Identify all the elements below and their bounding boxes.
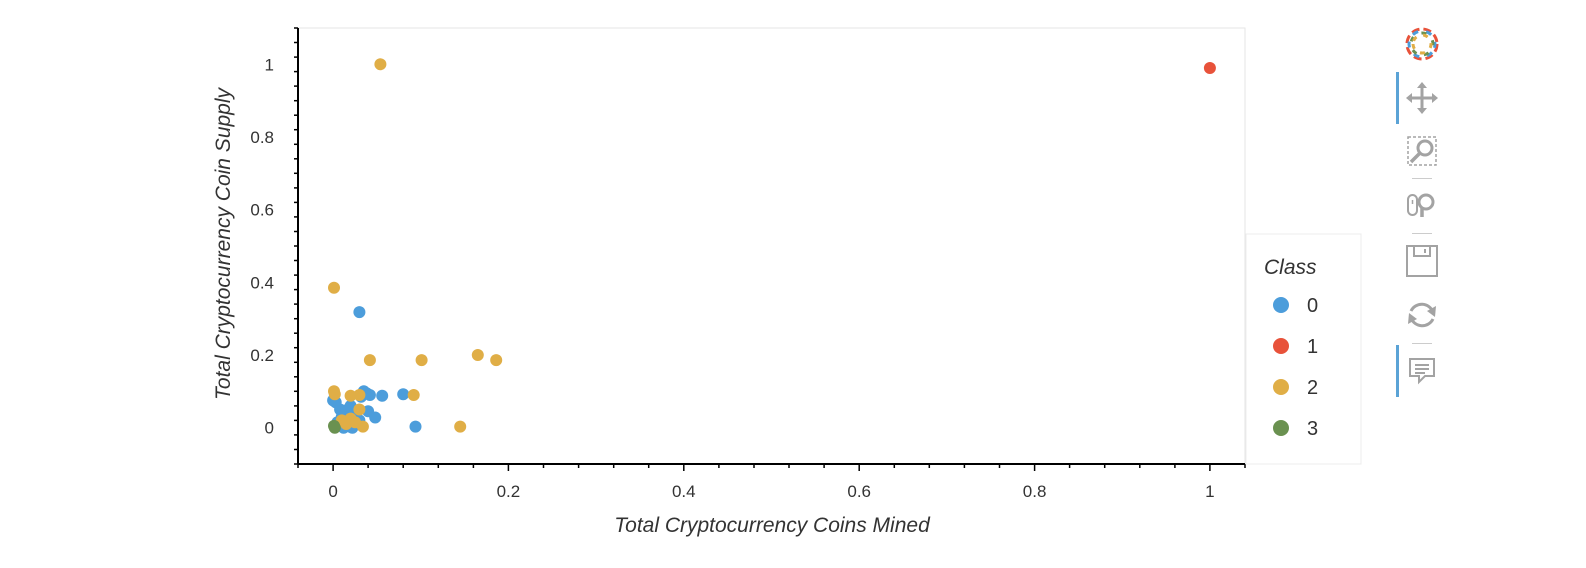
- x-tick-label: 0.4: [672, 482, 696, 501]
- legend-label-class-2: 2: [1307, 377, 1318, 399]
- toolbar: [1396, 26, 1441, 397]
- y-tick-label: 0: [265, 419, 274, 438]
- scatter-point-class-0[interactable]: [363, 389, 376, 401]
- move-arrows-icon: [1406, 82, 1438, 114]
- scatter-point-class-2[interactable]: [328, 388, 341, 401]
- reset-tool-button[interactable]: [1408, 302, 1436, 328]
- scatter-point-class-3[interactable]: [328, 421, 341, 434]
- scatter-point-class-2[interactable]: [353, 389, 366, 401]
- legend-swatch-class-1: [1273, 338, 1289, 354]
- x-tick-label: 0: [328, 482, 337, 501]
- x-tick-label: 0.6: [847, 482, 871, 501]
- y-tick-label: 0.4: [250, 273, 274, 292]
- scatter-point-class-2[interactable]: [344, 389, 357, 402]
- scatter-point-class-2[interactable]: [454, 420, 467, 433]
- scatter-point-class-0[interactable]: [369, 411, 382, 424]
- scatter-point-class-2[interactable]: [407, 389, 420, 401]
- legend: Class 0 1 2 3: [1245, 233, 1362, 465]
- legend-label-class-3: 3: [1307, 418, 1318, 440]
- scatter-point-class-0[interactable]: [409, 420, 422, 433]
- x-tick-label: 0.2: [497, 482, 521, 501]
- scatter-point-class-2[interactable]: [340, 418, 353, 430]
- save-icon: [1406, 245, 1438, 277]
- legend-swatch-class-3: [1273, 420, 1289, 436]
- pan-tool-button[interactable]: [1406, 82, 1438, 114]
- scatter-point-class-2[interactable]: [490, 354, 503, 367]
- wheel-zoom-tool-button[interactable]: [1407, 193, 1435, 217]
- scatter-points: [327, 58, 1216, 434]
- x-axis: 0 0.2 0.4 0.6 0.8 1: [297, 463, 1246, 501]
- scatter-point-class-2[interactable]: [471, 349, 484, 361]
- toolbar-divider: [1412, 233, 1432, 234]
- scatter-point-class-2[interactable]: [353, 403, 366, 416]
- y-tick-label: 1: [265, 55, 274, 74]
- x-axis-label: Total Cryptocurrency Coins Mined: [614, 514, 931, 537]
- toolbar-divider: [1412, 343, 1432, 344]
- y-axis: 0 0.2 0.4 0.6 0.8 1: [250, 27, 299, 465]
- plot-area[interactable]: [297, 27, 1246, 465]
- legend-swatch-class-0: [1273, 297, 1289, 313]
- legend-box: [1245, 233, 1362, 465]
- box-zoom-icon: [1407, 136, 1437, 166]
- wheel-zoom-icon: [1407, 193, 1435, 217]
- y-tick-label: 0.6: [250, 201, 274, 220]
- save-tool-button[interactable]: [1406, 245, 1438, 277]
- legend-label-class-1: 1: [1307, 336, 1318, 358]
- x-tick-label: 0.8: [1023, 482, 1047, 501]
- y-tick-label: 0.8: [250, 128, 274, 147]
- hover-tool-button[interactable]: [1409, 358, 1435, 385]
- scatter-point-class-2[interactable]: [374, 58, 387, 71]
- scatter-point-class-2[interactable]: [363, 354, 376, 367]
- scatter-point-class-0[interactable]: [353, 306, 366, 319]
- reset-icon: [1408, 302, 1436, 328]
- y-tick-label: 0.2: [250, 346, 274, 365]
- legend-swatch-class-2: [1273, 379, 1289, 395]
- hover-active-indicator: [1396, 345, 1399, 397]
- box-zoom-tool-button[interactable]: [1407, 136, 1437, 166]
- hover-comment-icon: [1409, 358, 1435, 385]
- scatter-point-class-1[interactable]: [1203, 62, 1216, 74]
- bokeh-logo-icon[interactable]: [1404, 26, 1441, 63]
- y-axis-label: Total Cryptocurrency Coin Supply: [212, 86, 235, 400]
- x-tick-label: 1: [1205, 482, 1214, 501]
- scatter-point-class-2[interactable]: [328, 281, 340, 294]
- legend-label-class-0: 0: [1307, 295, 1318, 317]
- legend-title: Class: [1264, 256, 1317, 279]
- scatter-point-class-2[interactable]: [415, 354, 428, 367]
- scatter-point-class-0[interactable]: [397, 388, 410, 401]
- scatter-point-class-0[interactable]: [376, 389, 389, 402]
- pan-active-indicator: [1396, 72, 1399, 124]
- toolbar-divider: [1412, 178, 1432, 179]
